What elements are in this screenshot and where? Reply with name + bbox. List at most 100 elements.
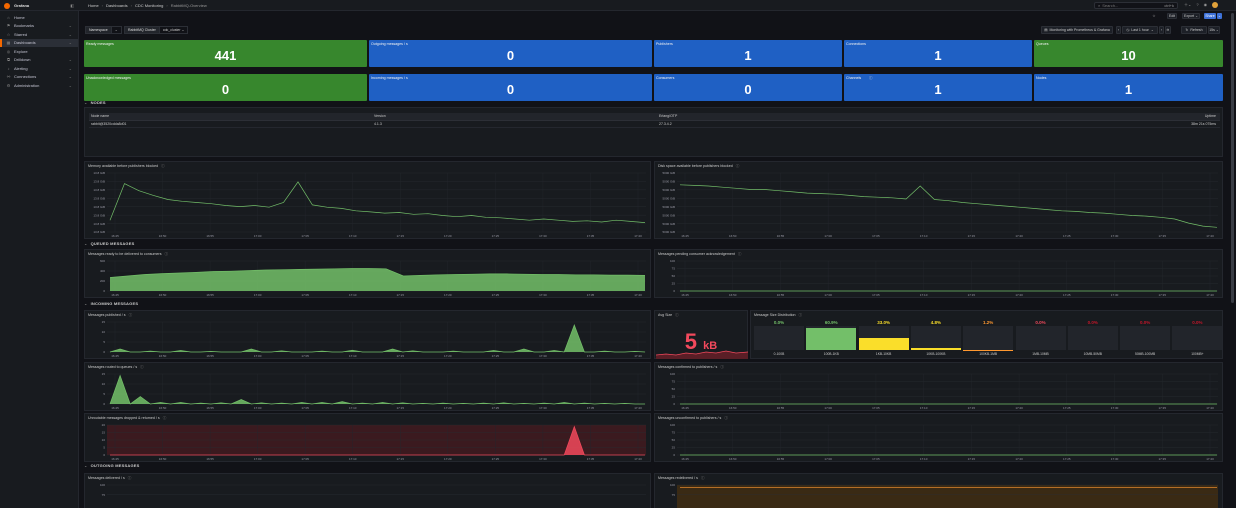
x-tick-label: 16:55 — [206, 457, 214, 461]
plus-icon[interactable]: ＋⌄ — [1184, 2, 1192, 7]
column-header[interactable]: Version — [372, 113, 657, 121]
series-line — [110, 425, 645, 456]
monitoring-link-button[interactable]: ▤ Monitoring with Prometheus & Grafana — [1041, 26, 1113, 34]
breadcrumb-dashboards[interactable]: Dashboards — [106, 3, 128, 8]
breadcrumb-folder[interactable]: CDC Monitoring — [134, 3, 164, 8]
x-tick-label: 17:15 — [968, 234, 976, 238]
info-icon[interactable]: ⓘ — [869, 75, 873, 80]
grafana-logo-icon[interactable] — [4, 2, 10, 9]
refresh-interval-picker[interactable]: 15s ⌄ — [1208, 26, 1220, 34]
share-dropdown-button[interactable]: ⌄ — [1217, 13, 1222, 19]
y-tick-label: 0 — [103, 350, 105, 354]
bucket-label: 10MB-50MB — [1083, 352, 1102, 356]
breadcrumb-home[interactable]: Home — [88, 3, 99, 8]
scrollbar-thumb[interactable] — [1231, 13, 1234, 303]
bucket-label: 0-100B — [773, 352, 785, 356]
chevron-down-icon[interactable]: ⌄ — [68, 74, 72, 80]
sidebar-item-home[interactable]: ⌂ Home — [0, 13, 78, 22]
star-icon[interactable]: ☆ — [1152, 14, 1156, 18]
share-button[interactable]: Share — [1204, 13, 1216, 19]
sidebar-item-dashboards[interactable]: ▦ Dashboards ⌄ — [0, 38, 78, 47]
sidebar-item-alerting[interactable]: ♪ Alerting ⌄ — [0, 64, 78, 73]
series-line — [109, 268, 646, 278]
row-outgoing[interactable]: ⌄ OUTGOING MESSAGES — [84, 462, 140, 469]
bell-icon: ♪ — [7, 65, 10, 71]
x-tick-label: 16:45 — [111, 354, 119, 358]
chevron-down-icon[interactable]: ⌄ — [68, 57, 72, 63]
avatar[interactable] — [1212, 2, 1219, 8]
search-input[interactable]: ⌕ Search... ctrl+k — [1094, 2, 1178, 9]
bucket-label: 1MB-10MB — [1032, 352, 1049, 356]
variable-namespace[interactable]: Namespace ⌄ — [85, 26, 122, 34]
sidebar-item-administration[interactable]: ⚙ Administration ⌄ — [0, 81, 78, 90]
panel-title: Disk space available before publishers b… — [658, 164, 733, 168]
y-tick-label: 5000 GiB — [662, 188, 675, 192]
chevron-down-icon[interactable]: ⌄ — [68, 23, 72, 29]
refresh-button[interactable]: ↻ Refresh — [1181, 26, 1207, 34]
sidebar-item-connections[interactable]: ⚯ Connections ⌄ — [0, 73, 78, 82]
info-icon[interactable]: ⓘ — [675, 313, 679, 317]
y-tick-label: 600 — [100, 259, 105, 263]
chevron-down-icon[interactable]: ⌄ — [68, 40, 72, 46]
info-icon[interactable]: ⓘ — [700, 476, 705, 480]
export-button[interactable]: Export ⌄ — [1182, 13, 1200, 19]
edit-button[interactable]: Edit — [1167, 13, 1177, 19]
row-incoming[interactable]: ⌄ INCOMING MESSAGES — [84, 300, 138, 307]
time-forward-button[interactable]: › — [1159, 26, 1164, 34]
info-icon[interactable]: ⓘ — [161, 164, 165, 168]
x-tick-label: 17:10 — [349, 234, 357, 238]
bookmark-icon: ⚑ — [6, 23, 11, 29]
stat-title: Incoming messages / s — [371, 75, 408, 80]
help-icon[interactable]: ? — [1196, 2, 1199, 7]
panel-title: Messages published / s — [88, 313, 126, 317]
chevron-down-icon[interactable]: ⌄ — [68, 82, 72, 88]
dock-icon[interactable]: ◧ — [70, 3, 74, 8]
info-icon[interactable]: ⓘ — [127, 476, 132, 480]
info-icon[interactable]: ⓘ — [735, 164, 740, 168]
info-icon[interactable]: ⓘ — [737, 252, 742, 256]
row-nodes[interactable]: ⌄ NODES — [84, 99, 106, 106]
y-tick-label: 25 — [672, 395, 676, 399]
y-tick-label: 0 — [103, 289, 105, 293]
nodes-table-panel: Node name Version Erlang/OTP Uptime rabbit@… — [84, 107, 1223, 157]
x-tick-label: 17:35 — [587, 457, 595, 461]
info-icon[interactable]: ⓘ — [164, 252, 169, 256]
scrollbar[interactable] — [1229, 11, 1236, 508]
variable-cluster[interactable]: RabbitMQ Cluster cdc_cluster ⌄ — [124, 26, 189, 34]
y-tick-label: 13.8 GiB — [93, 230, 105, 234]
column-header[interactable]: Node name — [89, 113, 372, 121]
sidebar-item-explore[interactable]: ◎ Explore — [0, 47, 78, 56]
info-icon[interactable]: ⓘ — [724, 416, 728, 420]
bucket-fill — [910, 348, 961, 350]
stat-queues: Queues 10 — [1034, 40, 1223, 67]
variable-value[interactable]: cdc_cluster ⌄ — [158, 27, 188, 33]
sidebar-item-drilldown[interactable]: ⧉ Drilldown ⌄ — [0, 56, 78, 65]
x-tick-label: 17:35 — [587, 293, 595, 297]
stat-value: 0 — [744, 82, 752, 97]
time-range-picker[interactable]: ◷ Last 1 hour ⌄ — [1122, 26, 1158, 34]
y-tick-label: 13.8 GiB — [93, 171, 105, 175]
zoom-out-icon[interactable]: ⊖ — [1165, 26, 1171, 34]
x-tick-label: 17:25 — [492, 406, 500, 410]
row-queued[interactable]: ⌄ QUEUED MESSAGES — [84, 240, 134, 247]
bucket-fill — [806, 327, 857, 350]
x-tick-label: 17:05 — [301, 406, 309, 410]
time-back-button[interactable]: ‹ — [1116, 26, 1121, 34]
variable-value[interactable]: ⌄ — [110, 27, 121, 33]
info-icon[interactable]: ⓘ — [162, 416, 167, 420]
bucket-bar — [858, 326, 909, 350]
news-icon[interactable]: ◉ — [1203, 2, 1208, 7]
column-header[interactable]: Uptime — [942, 113, 1220, 121]
chevron-down-icon[interactable]: ⌄ — [68, 65, 72, 71]
chevron-down-icon[interactable]: ⌄ — [68, 31, 72, 37]
sidebar-item-bookmarks[interactable]: ⚑ Bookmarks ⌄ — [0, 22, 78, 31]
table-cell: 38m 21s 075ms — [942, 120, 1220, 128]
info-icon[interactable]: ⓘ — [128, 313, 133, 317]
info-icon[interactable]: ⓘ — [798, 313, 803, 317]
info-icon[interactable]: ⓘ — [720, 365, 724, 369]
column-header[interactable]: Erlang/OTP — [657, 113, 942, 121]
bucket-percent: 1.2% — [983, 320, 994, 325]
info-icon[interactable]: ⓘ — [140, 365, 144, 369]
y-tick-label: 100 — [670, 372, 675, 376]
sidebar-item-starred[interactable]: ☆ Starred ⌄ — [0, 30, 78, 39]
